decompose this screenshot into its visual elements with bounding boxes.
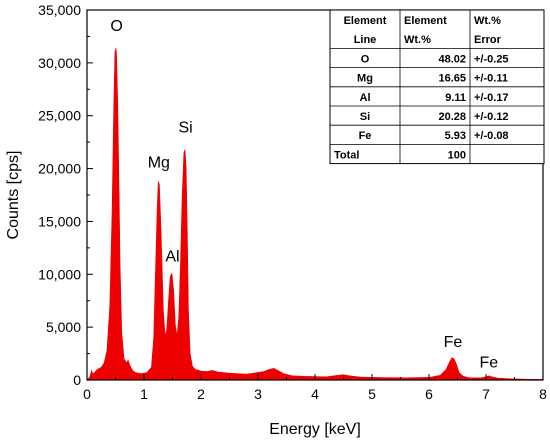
peak-label-si: Si (178, 120, 192, 137)
y-tick-label: 10,000 (38, 266, 81, 282)
table-cell: 5.93 (445, 130, 466, 142)
table-cell: +/-0.12 (474, 111, 509, 123)
table-cell: Si (360, 111, 370, 123)
table-header-cell: Wt.% (404, 34, 431, 46)
x-tick-label: 0 (83, 386, 91, 402)
peak-label-mg: Mg (148, 155, 170, 172)
peak-label-al: Al (165, 249, 179, 266)
plot-area (86, 47, 544, 381)
table-header-cell: Element (344, 15, 387, 27)
table-header-cell: Line (354, 34, 377, 46)
table-cell: Al (360, 92, 371, 104)
x-tick-label: 5 (368, 386, 376, 402)
peak-label-o: O (110, 18, 122, 35)
table-cell: 9.11 (445, 92, 466, 104)
spectrum-area-0 (86, 47, 544, 381)
plot-frame (86, 9, 544, 381)
x-tick-label: 3 (254, 386, 262, 402)
table-cell: O (361, 53, 370, 65)
peak-label-fe: Fe (444, 334, 463, 351)
y-tick-label: 5,000 (46, 319, 81, 335)
x-tick-label: 4 (311, 386, 319, 402)
x-axis: 0 1 2 3 4 5 6 7 8 (83, 374, 547, 402)
y-tick-label: 20,000 (38, 161, 81, 177)
table-cell: 20.28 (438, 111, 466, 123)
table-cell: 100 (448, 149, 466, 161)
table-cell: Fe (359, 130, 372, 142)
peak-labels: O Mg Al Si Fe Fe (110, 18, 498, 371)
table-cell: +/-0.08 (474, 130, 509, 142)
x-tick-label: 2 (197, 386, 205, 402)
table-cell: Mg (357, 73, 373, 85)
table-header-cell: Wt.% (474, 15, 501, 27)
y-tick-label: 0 (73, 372, 81, 388)
x-tick-label: 8 (539, 386, 547, 402)
table-cell: 48.02 (438, 53, 466, 65)
table-header-cell: Error (474, 34, 502, 46)
table-cell: +/-0.25 (474, 53, 509, 65)
table-cell: Total (334, 149, 359, 161)
x-tick-label: 6 (425, 386, 433, 402)
results-table: Element Element Wt.% Line Wt.% Error O 48.02 +/-… (329, 9, 545, 165)
y-tick-label: 35,000 (38, 2, 81, 18)
y-tick-label: 30,000 (38, 55, 81, 71)
table-cell: +/-0.11 (474, 73, 508, 85)
table-cell: 16.65 (438, 73, 466, 85)
x-tick-label: 7 (482, 386, 490, 402)
y-axis-title: Counts [cps] (5, 151, 22, 240)
y-tick-label: 15,000 (38, 213, 81, 229)
y-tick-label: 25,000 (38, 108, 81, 124)
x-axis-title: Energy [keV] (269, 421, 361, 438)
y-axis: 0 5,000 10,000 15,000 20,000 25,000 30,000 35,0… (38, 2, 93, 388)
peak-label-fe: Fe (480, 354, 499, 371)
table-cell: +/-0.17 (474, 92, 509, 104)
table-header-cell: Element (404, 15, 447, 27)
x-tick-label: 1 (140, 386, 148, 402)
